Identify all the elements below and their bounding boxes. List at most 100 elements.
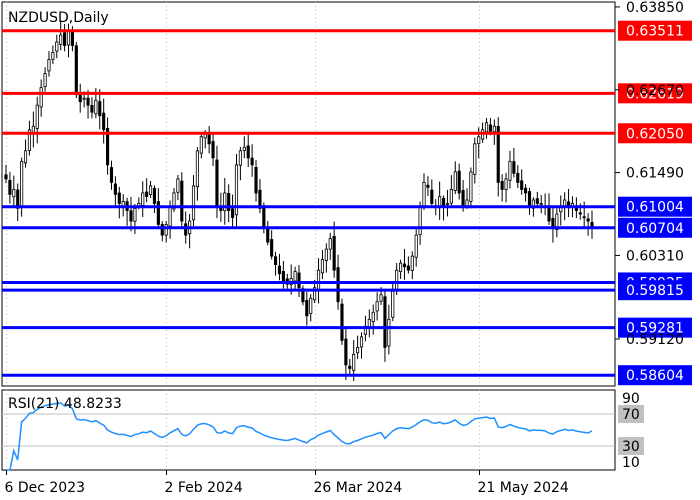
candle-body <box>527 191 532 208</box>
candle-body <box>512 161 516 174</box>
candle-body <box>473 143 477 175</box>
rsi-panel-frame <box>1 389 616 471</box>
candle-body <box>453 171 457 191</box>
candle <box>426 176 430 196</box>
candle-body <box>238 150 242 166</box>
candle <box>332 221 336 278</box>
candle <box>516 165 520 189</box>
candle-body <box>82 97 86 100</box>
level-price-tag <box>618 196 692 217</box>
candle <box>375 292 379 321</box>
x-tick-label: 2 Feb 2024 <box>165 480 243 496</box>
candle-body <box>332 236 336 271</box>
candle-body <box>51 52 55 60</box>
candle-body <box>176 178 180 193</box>
candle <box>234 154 239 229</box>
candle <box>457 163 461 200</box>
candle-body <box>375 301 379 312</box>
candle <box>12 175 16 207</box>
x-tick-label: 26 Mar 2024 <box>314 480 403 496</box>
candle-body <box>316 269 321 291</box>
candle-body <box>359 336 364 348</box>
candle <box>90 97 94 119</box>
candle <box>43 67 47 92</box>
candle-body <box>320 259 325 274</box>
candle-body <box>8 179 12 195</box>
rsi-tick-label: 30 <box>622 439 640 455</box>
level-price-label: 0.59815 <box>626 283 684 299</box>
candle-body <box>410 255 414 271</box>
candle <box>35 96 39 144</box>
candle-body <box>59 34 63 45</box>
candle <box>273 251 278 276</box>
candle <box>242 136 246 159</box>
candle <box>148 180 153 198</box>
x-tick-label: 21 May 2024 <box>478 480 569 496</box>
level-lines: 0.635110.626190.620500.610040.607040.599… <box>2 20 692 386</box>
candle <box>8 171 12 204</box>
candle-body <box>535 198 539 204</box>
level-price-tag <box>618 123 692 144</box>
candle-body <box>500 181 504 190</box>
candle <box>195 147 199 201</box>
rsi-label: RSI(21) 48.8233 <box>8 396 122 412</box>
candle <box>371 304 375 335</box>
candle <box>109 160 114 190</box>
candle <box>27 120 32 156</box>
candle-body <box>207 133 211 145</box>
candle <box>399 259 403 279</box>
candle-body <box>215 159 219 208</box>
level-price-label: 0.61004 <box>626 200 684 216</box>
candle <box>223 177 227 225</box>
candle-body <box>469 171 473 202</box>
candle-body <box>504 178 508 191</box>
candle <box>500 174 504 202</box>
y-tick-label: 0.61490 <box>626 166 684 182</box>
candle-body <box>102 112 106 131</box>
level-price-label: 0.59281 <box>626 321 684 337</box>
candle-body <box>477 136 481 145</box>
candle-body <box>516 172 520 183</box>
candle <box>270 230 274 260</box>
candle <box>535 191 539 207</box>
candle-body <box>16 189 20 209</box>
candle <box>484 118 489 139</box>
candle-body <box>156 201 160 225</box>
candle-body <box>344 338 348 366</box>
candle-body <box>281 270 285 282</box>
candle <box>508 150 512 189</box>
candle-body <box>47 59 51 72</box>
candle <box>254 159 258 202</box>
candle <box>113 176 117 206</box>
candle-body <box>305 300 309 317</box>
candle-body <box>250 157 254 166</box>
candle <box>16 183 20 222</box>
candle <box>356 335 360 360</box>
candle-body <box>148 185 153 196</box>
candle-body <box>223 192 227 212</box>
candle-body <box>113 183 117 195</box>
candle <box>74 41 78 99</box>
candle-body <box>383 296 387 348</box>
candle-body <box>43 73 47 88</box>
candle <box>199 133 203 159</box>
candle-body <box>86 97 90 106</box>
candle-body <box>168 206 172 227</box>
candle-body <box>356 346 360 354</box>
candle-body <box>324 248 328 261</box>
candle <box>211 132 215 166</box>
candle-body <box>63 32 67 46</box>
candle <box>180 172 184 230</box>
candle-body <box>352 354 356 371</box>
candle-body <box>199 136 203 154</box>
candle-body <box>27 129 32 151</box>
candle-body <box>371 311 375 322</box>
candle-body <box>129 210 133 222</box>
candle-body <box>258 189 262 209</box>
candle-body <box>395 269 399 290</box>
candle <box>320 250 325 280</box>
candle-body <box>164 224 168 236</box>
candle <box>117 186 121 219</box>
candle-body <box>524 187 528 194</box>
candle-body <box>39 87 43 108</box>
